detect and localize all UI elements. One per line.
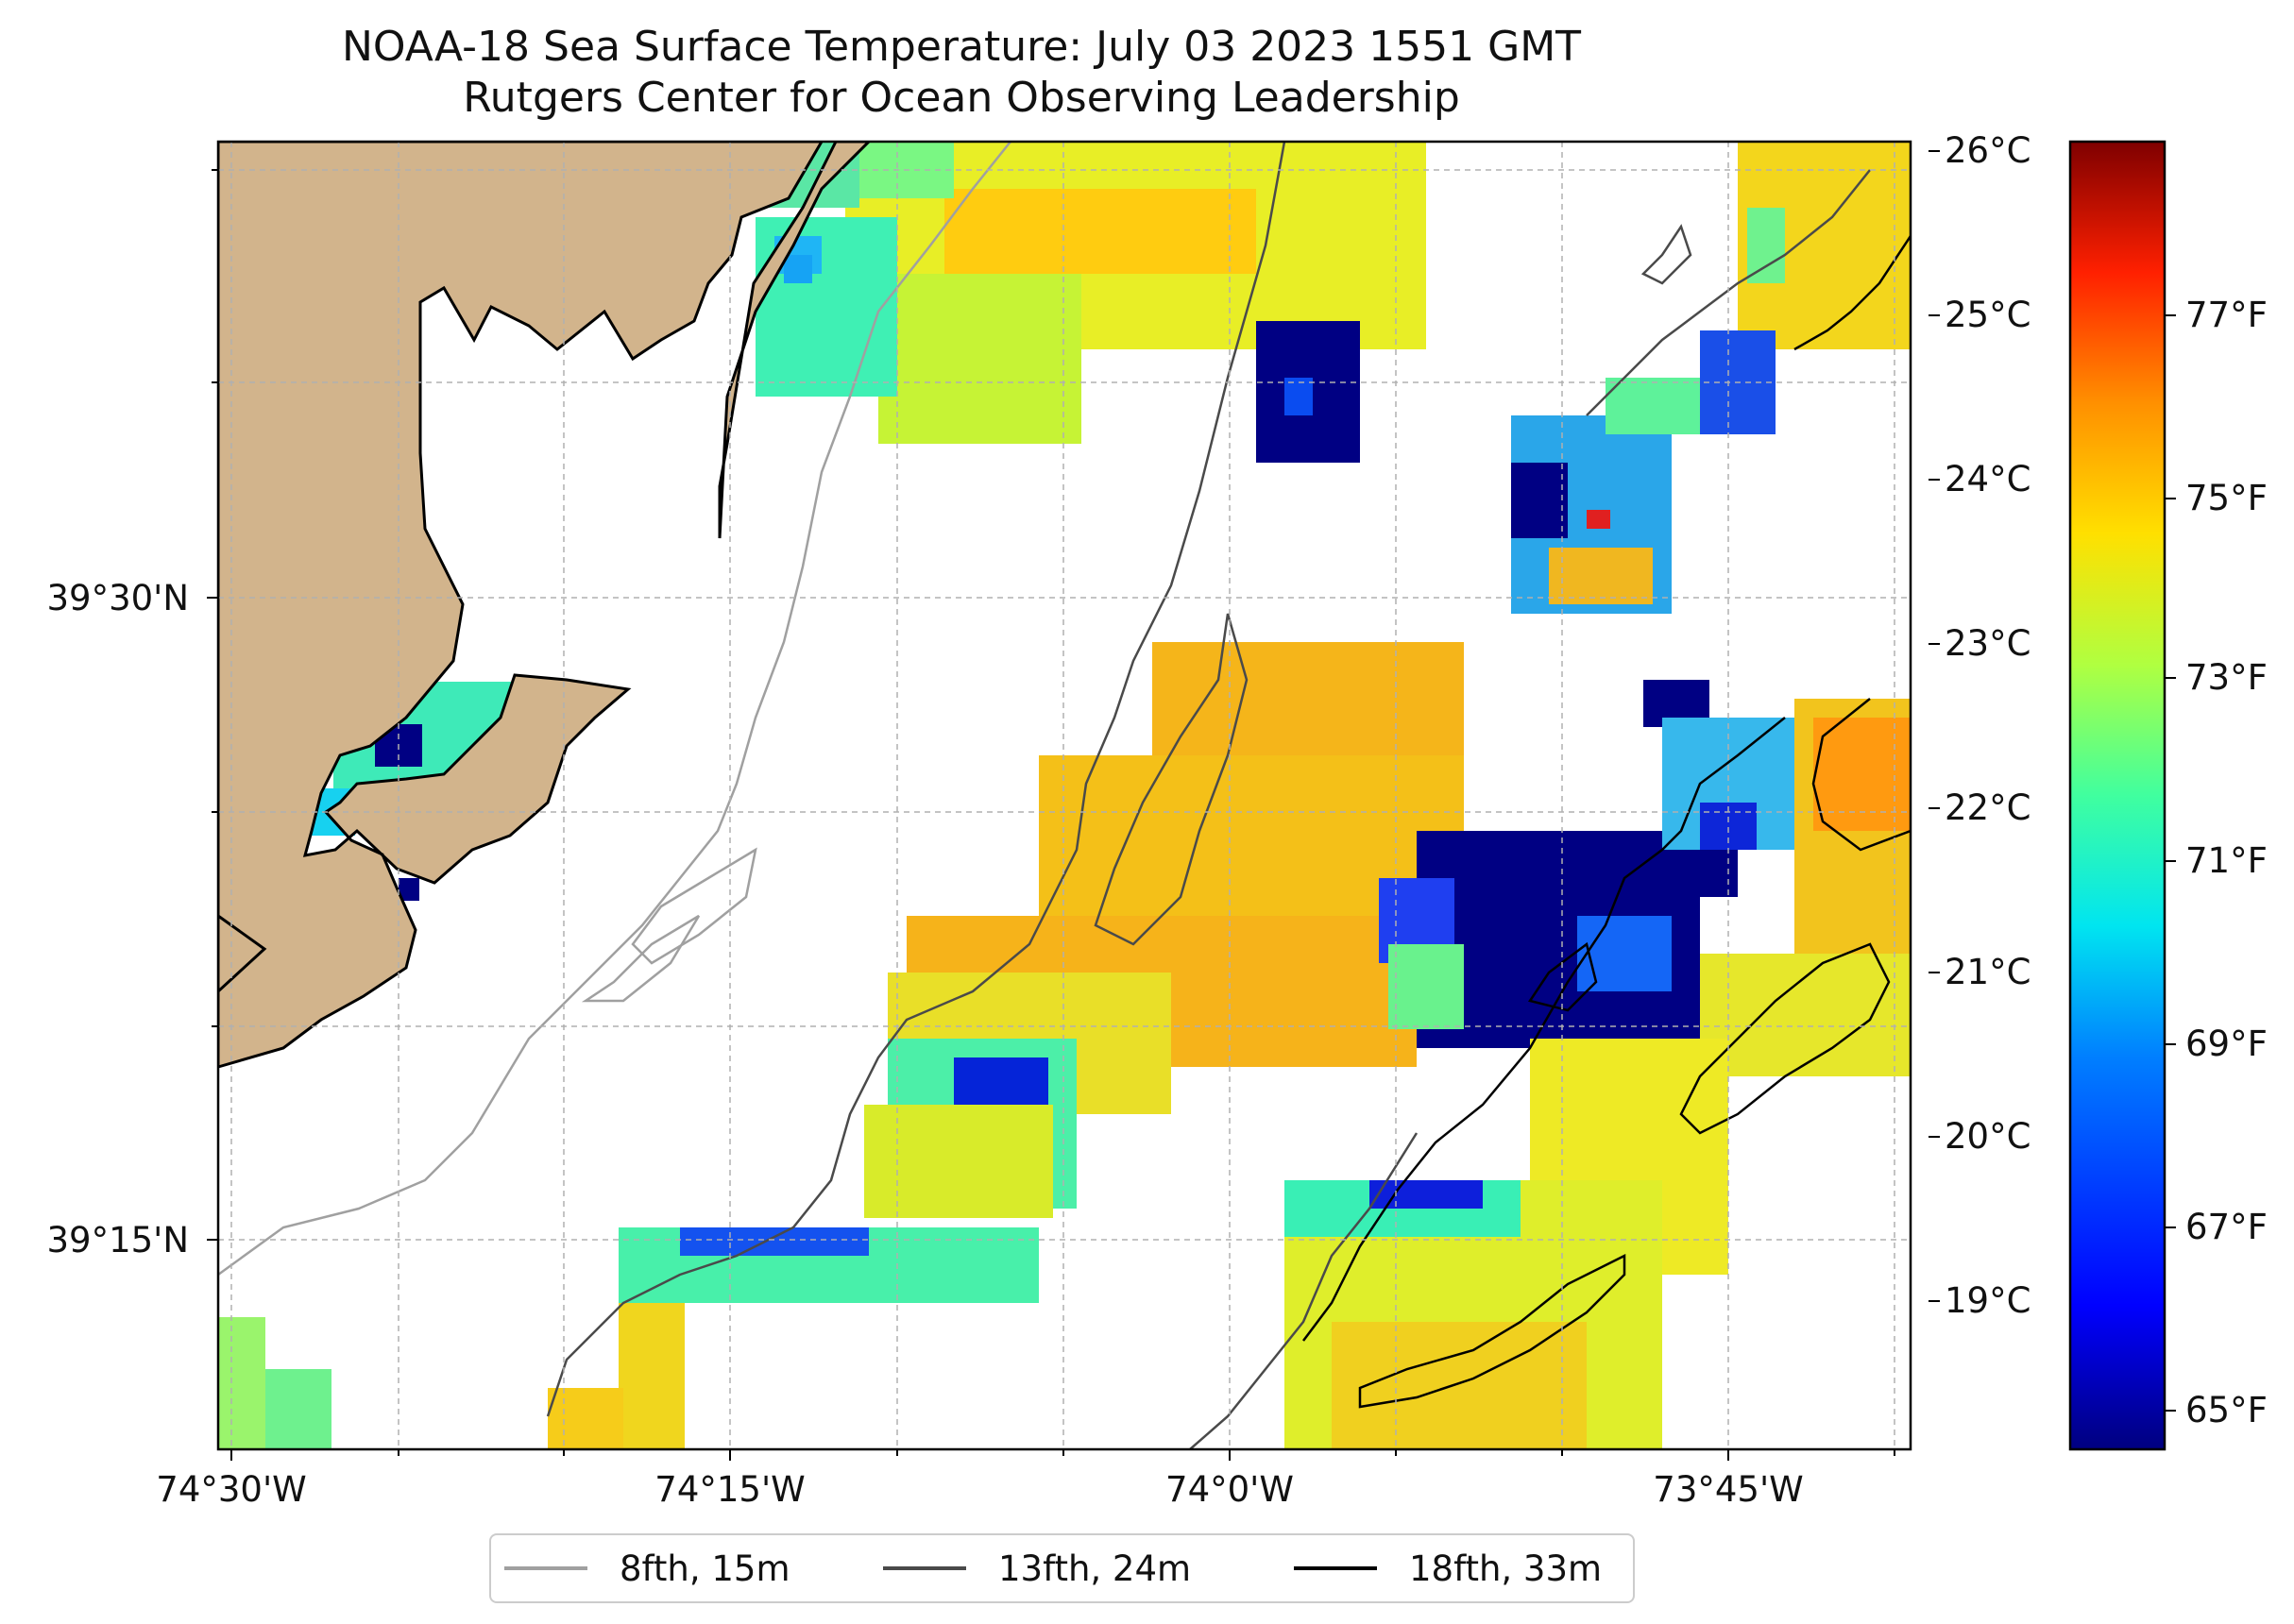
colorbar-f-ticks bbox=[2165, 314, 2176, 1412]
lat-label: 39°30'N bbox=[46, 578, 189, 618]
chart-title: NOAA-18 Sea Surface Temperature: July 03… bbox=[341, 23, 1582, 71]
colorbar-celsius-label: 22°C bbox=[1945, 787, 2031, 828]
contour-8fth bbox=[218, 142, 1011, 1277]
colorbar-celsius-label: 25°C bbox=[1945, 295, 2031, 335]
contour-13fth bbox=[546, 142, 1871, 1449]
legend-item-18fth: 18fth, 33m bbox=[1294, 1535, 1602, 1601]
legend-line-13fth bbox=[883, 1566, 966, 1570]
legend: 8fth, 15m 13fth, 24m 18fth, 33m bbox=[489, 1533, 1635, 1603]
land bbox=[218, 142, 824, 1069]
colorbar-fahrenheit-label: 69°F bbox=[2185, 1023, 2268, 1064]
colorbar bbox=[2068, 140, 2167, 1451]
legend-label: 8fth, 15m bbox=[620, 1548, 790, 1589]
legend-line-8fth bbox=[504, 1566, 587, 1570]
map-ticks bbox=[207, 169, 1895, 1461]
colorbar-celsius-label: 21°C bbox=[1945, 952, 2031, 992]
legend-line-18fth bbox=[1294, 1566, 1377, 1570]
legend-item-13fth: 13fth, 24m bbox=[883, 1535, 1191, 1601]
colorbar-fahrenheit-label: 75°F bbox=[2185, 478, 2268, 518]
lon-label: 73°45'W bbox=[1653, 1469, 1804, 1510]
colorbar-fahrenheit-label: 71°F bbox=[2185, 840, 2268, 881]
land bbox=[218, 914, 267, 994]
legend-label: 13fth, 24m bbox=[998, 1548, 1192, 1589]
contour-18fth bbox=[1302, 235, 1911, 1409]
lon-label: 74°0'W bbox=[1165, 1469, 1294, 1510]
gridlines bbox=[218, 142, 1911, 1449]
land bbox=[718, 142, 872, 539]
legend-item-8fth: 8fth, 15m bbox=[504, 1535, 790, 1601]
colorbar-c-ticks bbox=[1929, 150, 1940, 1302]
colorbar-fahrenheit-label: 65°F bbox=[2185, 1390, 2268, 1430]
colorbar-celsius-label: 24°C bbox=[1945, 459, 2031, 499]
colorbar-celsius-label: 23°C bbox=[1945, 623, 2031, 664]
chart-subtitle: Rutgers Center for Ocean Observing Leade… bbox=[463, 74, 1460, 122]
sst-pixels bbox=[218, 142, 1911, 1449]
colorbar-fahrenheit-label: 77°F bbox=[2185, 295, 2268, 335]
lon-label: 74°15'W bbox=[654, 1469, 806, 1510]
colorbar-fahrenheit-label: 73°F bbox=[2185, 657, 2268, 698]
lon-label: 74°30'W bbox=[156, 1469, 307, 1510]
colorbar-fahrenheit-label: 67°F bbox=[2185, 1207, 2268, 1247]
colorbar-celsius-label: 20°C bbox=[1945, 1116, 2031, 1157]
lat-label: 39°15'N bbox=[46, 1220, 189, 1260]
colorbar-celsius-label: 19°C bbox=[1945, 1280, 2031, 1321]
colorbar-celsius-label: 26°C bbox=[1945, 130, 2031, 171]
legend-label: 18fth, 33m bbox=[1409, 1548, 1603, 1589]
